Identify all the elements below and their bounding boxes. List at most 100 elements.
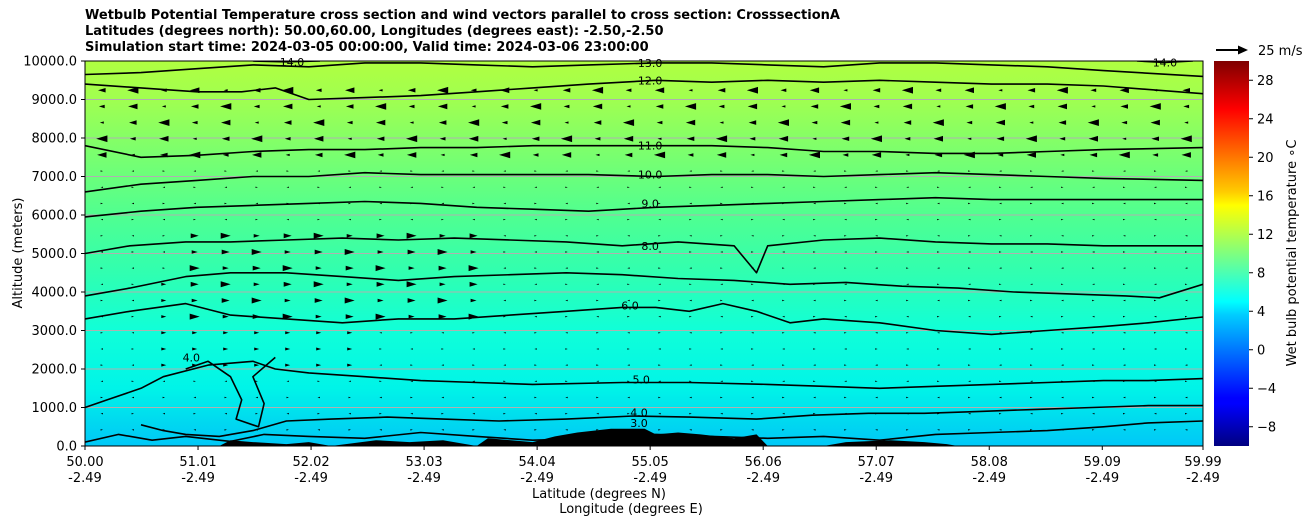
wind-vector [782, 251, 785, 253]
wind-vector [534, 332, 537, 334]
wind-vector [192, 347, 198, 351]
wind-vector [1154, 299, 1157, 302]
wind-vector [317, 396, 320, 399]
contour-label: 13.0 [638, 57, 663, 70]
wind-vector [472, 364, 475, 366]
wind-vector [1061, 283, 1064, 285]
wind-vector [161, 347, 167, 351]
terrain-shape [85, 428, 1203, 446]
wind-vector [999, 348, 1002, 350]
wind-vector [813, 218, 816, 221]
wind-vector [813, 364, 816, 366]
x-axis-label: Latitude (degrees N) [532, 487, 666, 502]
wind-vector [314, 249, 323, 255]
wind-vector [937, 299, 940, 302]
wind-vector [1030, 218, 1033, 221]
wind-vector [1154, 364, 1157, 366]
contour-label: 8.0 [641, 240, 659, 253]
wind-vector [190, 233, 199, 239]
wind-vector [999, 364, 1002, 366]
wind-vector [901, 86, 913, 94]
wind-vector [627, 315, 630, 318]
wind-vector [162, 380, 165, 382]
wind-vector [251, 297, 262, 304]
wind-vector [720, 202, 723, 205]
wind-vector [503, 412, 506, 415]
wind-vector [530, 119, 541, 126]
wind-vector [347, 363, 353, 367]
colorbar-tick-label: −4 [1257, 382, 1276, 397]
wind-vector [747, 103, 758, 110]
wind-vector [689, 267, 692, 269]
wind-vector [875, 380, 878, 382]
wind-vector [782, 218, 785, 221]
wind-vector [658, 283, 661, 285]
wind-vector [437, 249, 448, 255]
wind-vector [935, 88, 942, 92]
wind-vector [162, 235, 165, 237]
wind-vector [561, 152, 572, 158]
wind-vector [596, 267, 599, 269]
contour-line [85, 62, 1203, 78]
wind-vector [813, 235, 816, 237]
wind-vector [224, 380, 227, 382]
wind-vector [100, 299, 103, 302]
y-tick-label: 4000.0 [32, 286, 78, 301]
wind-vector [966, 120, 973, 125]
wind-vector [534, 186, 537, 188]
wind-vector [253, 104, 260, 109]
wind-vector [503, 348, 506, 350]
wind-vector [596, 235, 599, 237]
wind-vector [906, 186, 909, 188]
wind-vector [255, 202, 258, 205]
wind-vector [751, 348, 754, 350]
wind-vector [286, 429, 289, 431]
wind-vector [720, 396, 723, 399]
wind-vector [933, 135, 943, 142]
quiver-key: 25 m/s [1216, 44, 1303, 59]
contour-line [85, 360, 1203, 409]
wind-vector [255, 218, 258, 221]
wind-vector [1120, 104, 1128, 109]
contour-labels: 3.04.04.05.06.08.09.010.011.012.013.014.… [183, 56, 1178, 430]
wind-vector [131, 348, 134, 350]
wind-vector [720, 364, 723, 366]
wind-vector [1061, 251, 1064, 253]
wind-vector [689, 202, 692, 205]
wind-vector [472, 412, 475, 415]
wind-vector [842, 153, 849, 157]
wind-vector [347, 137, 352, 140]
wind-vector [379, 429, 382, 431]
wind-vector [344, 151, 356, 159]
wind-vector [1057, 103, 1067, 110]
wind-vector [379, 364, 382, 366]
wind-vector [625, 88, 632, 92]
x-tick-label-lat: 53.03 [405, 455, 442, 470]
wind-vector [159, 135, 169, 142]
wind-vector [254, 347, 260, 351]
wind-vector [906, 429, 909, 431]
wind-vector [997, 153, 1004, 157]
wind-vector [1123, 299, 1126, 302]
wind-vector [1123, 267, 1126, 269]
contour-label: 14.0 [1153, 57, 1178, 70]
wind-vector [378, 89, 383, 92]
wind-vector [1185, 218, 1188, 221]
wind-vector [1154, 396, 1157, 399]
y-axis-label: Altitude (meters) [11, 198, 26, 309]
wind-vector [221, 136, 230, 141]
wind-vector [286, 218, 289, 221]
wind-vector [1030, 186, 1033, 188]
wind-vector [839, 103, 851, 110]
wind-vector [348, 202, 351, 205]
wind-vector [100, 396, 103, 399]
wind-vector [379, 186, 382, 188]
wind-vector [162, 267, 165, 269]
wind-vector [1030, 299, 1033, 302]
wind-vector [224, 202, 227, 205]
wind-vector [1030, 396, 1033, 399]
wind-vector [348, 218, 351, 221]
wind-vector [531, 136, 540, 141]
wind-vector [282, 86, 294, 94]
wind-vector [379, 396, 382, 399]
